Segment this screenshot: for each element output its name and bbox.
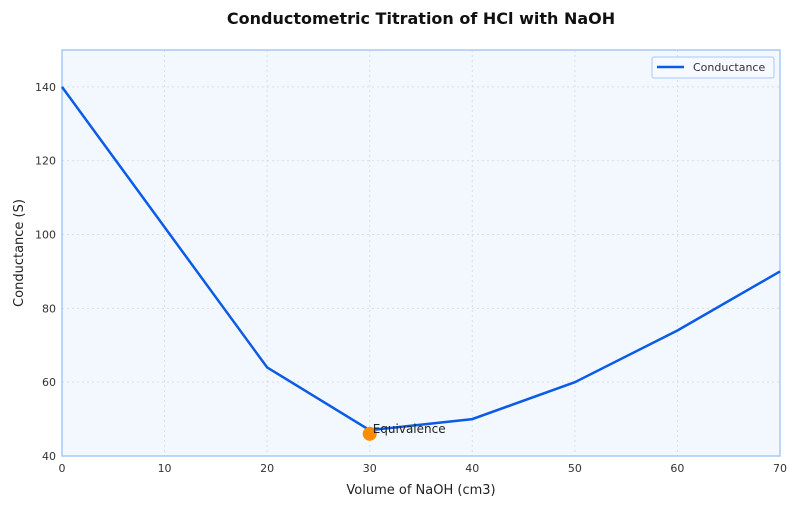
y-tick-label: 100 (35, 229, 56, 242)
x-tick-label: 70 (773, 462, 787, 475)
x-tick-label: 10 (158, 462, 172, 475)
y-tick-label: 60 (42, 376, 56, 389)
x-tick-label: 60 (670, 462, 684, 475)
x-axis-label: Volume of NaOH (cm3) (346, 483, 495, 498)
series-line (60, 86, 781, 432)
equivalence-point (362, 426, 377, 441)
chart-title: Conductometric Titration of HCl with NaO… (227, 9, 615, 28)
legend-box (651, 56, 775, 79)
plot-frame (61, 49, 781, 457)
y-tick-label: 120 (35, 155, 56, 168)
annotation-label: Equivalence (373, 422, 446, 436)
y-axis-label: Conductance (S) (12, 199, 27, 307)
x-tick-label: 20 (260, 462, 274, 475)
plot-background (62, 50, 780, 456)
legend-label: Conductance (693, 61, 765, 74)
x-tick-label: 40 (465, 462, 479, 475)
x-tick-label: 30 (363, 462, 377, 475)
x-tick-label: 0 (59, 462, 66, 475)
x-tick-label: 50 (568, 462, 582, 475)
y-tick-label: 40 (42, 450, 56, 463)
y-tick-label: 140 (35, 81, 56, 94)
y-tick-label: 80 (42, 302, 56, 315)
